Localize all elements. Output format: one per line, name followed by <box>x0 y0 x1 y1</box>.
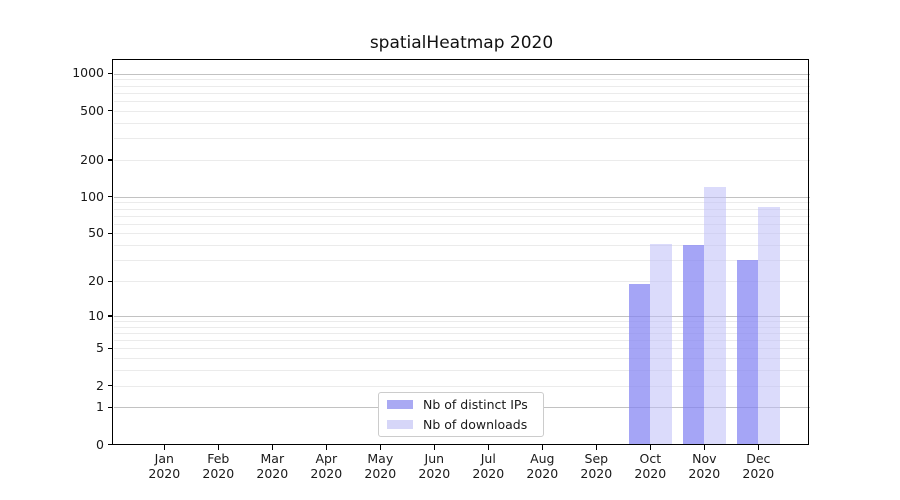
gridline-minor <box>113 138 810 139</box>
bar-distinct-ips-nov <box>683 245 705 445</box>
gridline-minor <box>113 100 810 102</box>
gridline-minor <box>113 358 810 360</box>
x-tick-mark <box>271 445 273 450</box>
gridline-minor <box>113 215 810 217</box>
y-tick-mark <box>108 385 113 387</box>
gridline-minor <box>113 233 810 235</box>
x-tick-mark <box>433 445 435 450</box>
x-tick-mark <box>487 445 489 450</box>
y-tick-mark <box>108 110 113 112</box>
distinct-ips-swatch <box>387 399 413 409</box>
legend-item-distinct-ips: Nb of distinct IPs <box>387 395 543 413</box>
x-tick-label: Jun 2020 <box>418 451 451 481</box>
gridline-minor <box>113 122 810 124</box>
x-tick-label: Mar 2020 <box>256 451 289 481</box>
gridline-minor <box>113 260 810 262</box>
bar-downloads-nov <box>704 187 726 445</box>
y-tick-label: 10 <box>88 307 104 323</box>
x-tick-mark <box>541 445 543 450</box>
gridline-minor <box>113 202 810 204</box>
bar-downloads-oct <box>650 243 672 445</box>
y-tick-label: 1000 <box>72 65 104 81</box>
x-tick-label: Sep 2020 <box>580 451 613 481</box>
y-tick-mark <box>108 444 113 446</box>
gridline-minor <box>113 326 810 328</box>
gridline-major <box>113 315 810 317</box>
x-tick-mark <box>649 445 651 450</box>
y-tick-mark <box>108 196 113 198</box>
gridline-minor <box>113 85 810 87</box>
legend-label-distinct-ips: Nb of distinct IPs <box>423 396 528 412</box>
y-tick-label: 1 <box>96 399 104 415</box>
gridline-minor <box>113 348 810 350</box>
legend: Nb of distinct IPs Nb of downloads <box>378 392 544 437</box>
x-tick-label: Feb 2020 <box>202 451 235 481</box>
chart-title: spatialHeatmap 2020 <box>369 33 554 53</box>
x-tick-mark <box>703 445 705 450</box>
x-tick-label: Nov 2020 <box>688 451 721 481</box>
x-tick-mark <box>757 445 759 450</box>
gridline-minor <box>113 223 810 225</box>
x-tick-mark <box>595 445 597 450</box>
x-tick-label: Jul 2020 <box>472 451 505 481</box>
x-tick-mark <box>325 445 327 450</box>
y-tick-mark <box>108 232 113 235</box>
gridline-minor <box>113 159 810 161</box>
gridline-minor <box>113 385 810 387</box>
gridline-minor <box>113 79 810 81</box>
y-tick-label: 20 <box>88 273 104 288</box>
x-tick-label: Jan 2020 <box>148 451 181 481</box>
x-tick-label: Dec 2020 <box>742 451 775 481</box>
legend-item-downloads: Nb of downloads <box>387 416 543 434</box>
y-tick-label: 2 <box>96 377 104 393</box>
x-tick-label: May 2020 <box>364 451 397 481</box>
x-tick-mark <box>163 445 165 450</box>
gridline-minor <box>113 110 810 112</box>
y-tick-mark <box>108 406 113 409</box>
y-tick-label: 0 <box>96 436 104 452</box>
gridline-minor <box>113 332 810 334</box>
gridline-minor <box>113 208 810 210</box>
bar-distinct-ips-dec <box>737 260 759 445</box>
x-tick-label: Aug 2020 <box>526 451 559 481</box>
y-tick-label: 5 <box>96 340 104 356</box>
downloads-swatch <box>387 420 413 430</box>
y-tick-mark <box>108 159 113 161</box>
bar-downloads-dec <box>758 207 780 445</box>
gridline-minor <box>113 245 810 247</box>
x-tick-mark <box>379 445 381 450</box>
y-tick-label: 50 <box>88 225 104 241</box>
gridline-minor <box>113 281 810 282</box>
gridline-minor <box>113 370 810 372</box>
y-tick-mark <box>108 347 113 350</box>
x-tick-label: Apr 2020 <box>310 451 343 481</box>
y-tick-mark <box>108 280 113 282</box>
y-tick-mark <box>108 315 113 317</box>
gridline-minor <box>113 92 810 94</box>
y-tick-label: 200 <box>80 151 104 167</box>
gridline-major <box>113 73 810 75</box>
y-tick-mark <box>108 72 113 75</box>
y-tick-label: 500 <box>80 102 104 118</box>
x-tick-label: Oct 2020 <box>634 451 667 481</box>
x-tick-mark <box>217 445 219 450</box>
legend-label-downloads: Nb of downloads <box>423 417 528 433</box>
gridline-minor <box>113 320 810 322</box>
gridline-major <box>113 196 810 198</box>
gridline-minor <box>113 340 810 341</box>
bar-distinct-ips-oct <box>629 283 651 445</box>
y-tick-label: 100 <box>80 188 104 204</box>
